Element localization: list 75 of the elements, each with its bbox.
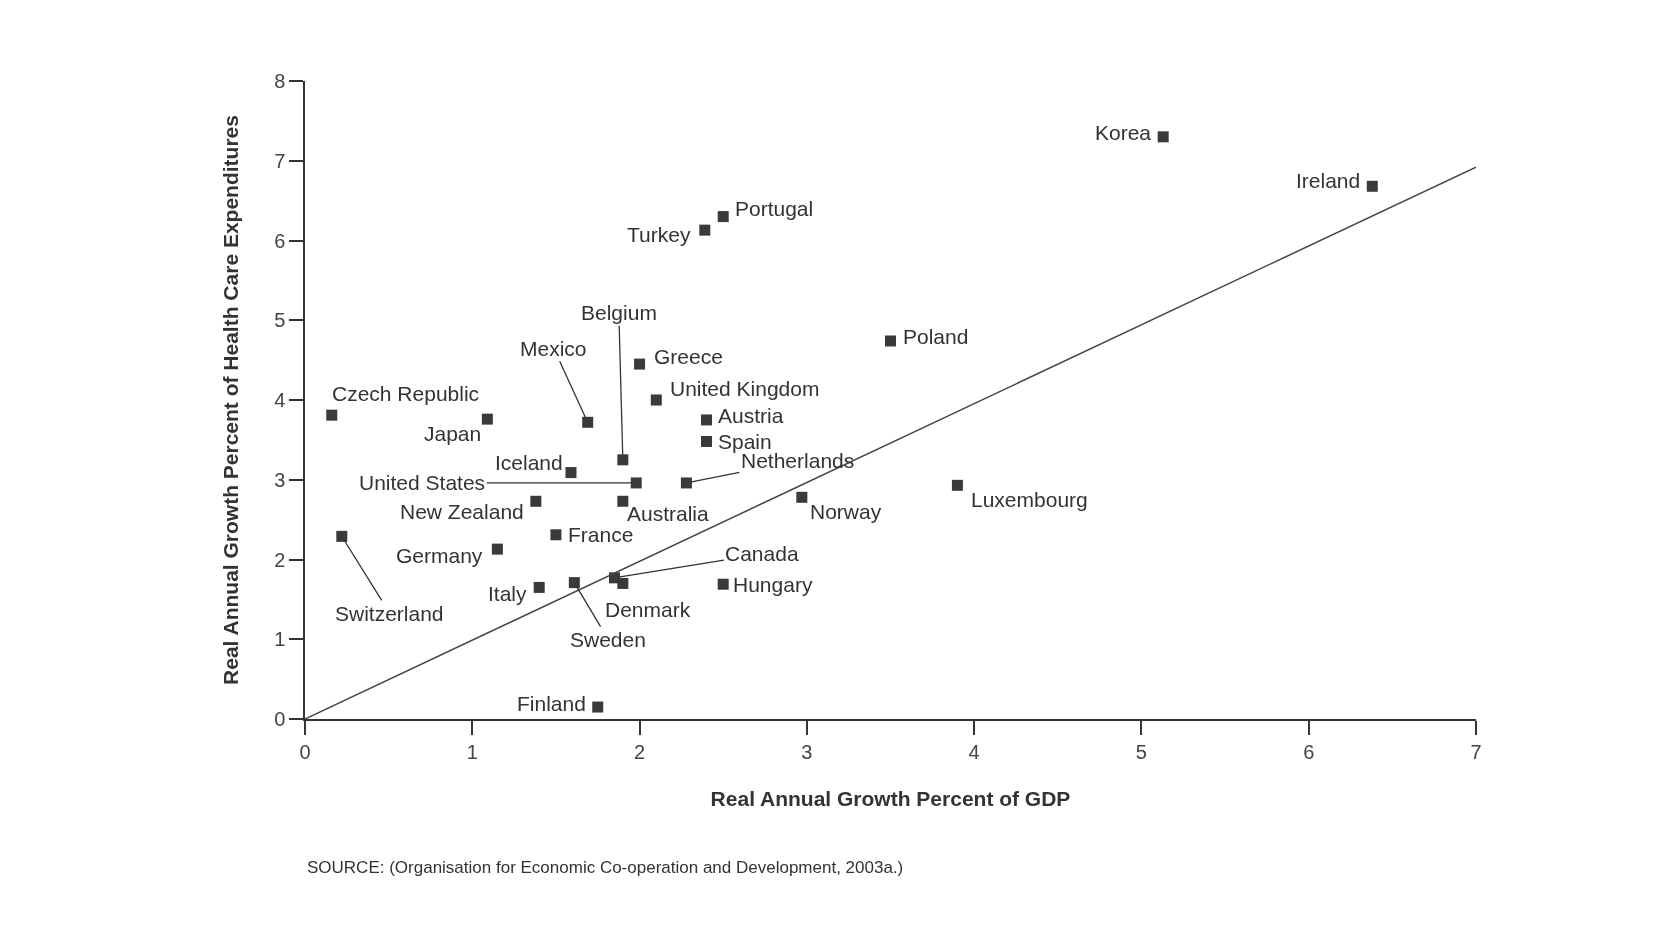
- y-tick-label: 0: [274, 708, 286, 730]
- y-axis-title: Real Annual Growth Percent of Health Care Expenditures: [218, 115, 242, 685]
- x-tick-label: 0: [299, 740, 311, 763]
- y-tick-label: 3: [274, 468, 286, 491]
- y-tick-label: 7: [274, 149, 286, 172]
- point: [565, 467, 577, 479]
- x-tick-label: 6: [1303, 740, 1315, 763]
- annotation: Turkey: [627, 223, 691, 246]
- point: [491, 543, 503, 555]
- point: [617, 454, 629, 466]
- point: [326, 409, 338, 421]
- x-tick-label: 3: [801, 740, 813, 763]
- x-tick-label: 5: [1135, 740, 1147, 763]
- point: [700, 414, 712, 426]
- annotation: Poland: [903, 325, 969, 348]
- source-note: SOURCE: (Organisation for Economic Co-operation and Development, 2003a.): [307, 858, 904, 877]
- point: [700, 435, 712, 447]
- annotation: United States: [359, 471, 486, 494]
- x-axis-title: Real Annual Growth Percent of GDP: [710, 787, 1071, 811]
- annotation: Luxembourg: [971, 488, 1088, 511]
- annotation: Belgium: [581, 301, 657, 324]
- annotation: France: [568, 523, 634, 546]
- point: [699, 224, 711, 236]
- point: [796, 491, 808, 503]
- annotation: Mexico: [520, 337, 587, 360]
- annotation: New Zealand: [400, 500, 524, 523]
- annotation: Finland: [517, 692, 586, 715]
- x-tick-label: 7: [1470, 740, 1482, 763]
- annotation: Ireland: [1296, 169, 1361, 192]
- y-tick-label: 2: [274, 548, 286, 571]
- annotation: Germany: [396, 544, 483, 567]
- annotation: Czech Republic: [332, 382, 480, 405]
- annotation: Greece: [654, 345, 723, 368]
- point: [650, 394, 662, 406]
- y-tick-label: 1: [274, 628, 286, 651]
- point: [885, 335, 896, 347]
- annotation: Sweden: [570, 628, 646, 651]
- point: [617, 577, 629, 589]
- annotation: Switzerland: [335, 602, 444, 625]
- point: [530, 495, 542, 507]
- annotation: Iceland: [495, 451, 563, 474]
- point: [617, 495, 629, 507]
- x-tick-label: 2: [634, 740, 646, 763]
- point: [1157, 131, 1169, 143]
- point: [951, 479, 963, 491]
- point: [592, 701, 604, 713]
- point: [533, 581, 545, 593]
- point: [336, 530, 348, 542]
- annotation: Hungary: [733, 573, 813, 596]
- point: [1366, 180, 1378, 192]
- annotation: Denmark: [605, 598, 691, 621]
- point: [717, 578, 729, 590]
- point: [550, 529, 562, 541]
- annotation: Portugal: [735, 197, 814, 220]
- point: [481, 413, 493, 425]
- point: [680, 477, 692, 489]
- point: [568, 577, 580, 589]
- point: [634, 358, 646, 370]
- annotation: Australia: [627, 502, 710, 525]
- annotation: Austria: [718, 404, 784, 427]
- point: [582, 416, 594, 428]
- point: [717, 211, 729, 223]
- annotation: Italy: [488, 582, 528, 605]
- annotation: Japan: [424, 422, 482, 445]
- x-tick-label: 4: [968, 740, 980, 763]
- y-tick-label: 8: [274, 70, 286, 92]
- y-tick-label: 4: [274, 389, 286, 411]
- annotation: Canada: [725, 542, 799, 565]
- annotation: Korea: [1095, 121, 1152, 144]
- point: [630, 477, 642, 489]
- annotation: United Kingdom: [670, 377, 820, 400]
- y-tick-label: 6: [274, 229, 286, 252]
- annotation: Norway: [810, 500, 882, 523]
- y-tick-label: 5: [274, 309, 286, 332]
- x-tick-label: 1: [466, 740, 478, 763]
